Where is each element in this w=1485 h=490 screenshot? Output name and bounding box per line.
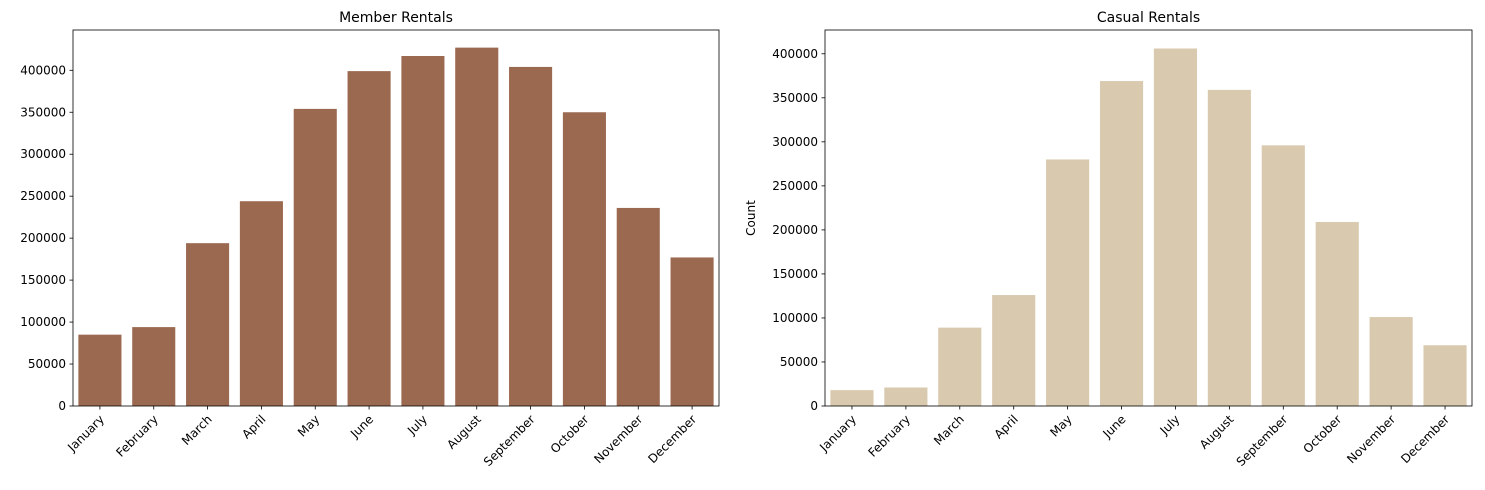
member-y-tick-label: 400000 xyxy=(20,63,66,77)
member-bar-october xyxy=(562,112,606,406)
member-y-tick-label: 250000 xyxy=(20,189,66,203)
member-x-tick-label: August xyxy=(444,412,484,452)
member-x-tick-label: June xyxy=(347,412,376,441)
member-x-tick-label: July xyxy=(404,412,430,438)
casual-y-tick-label: 350000 xyxy=(772,91,818,105)
casual-y-tick-label: 150000 xyxy=(772,267,818,281)
member-bar-november xyxy=(616,207,660,406)
casual-y-tick-label: 0 xyxy=(810,399,818,413)
member-y-tick-label: 0 xyxy=(58,399,66,413)
member-x-tick-label: April xyxy=(239,412,268,441)
casual-x-tick-label: August xyxy=(1197,412,1237,452)
casual-chart-title: Casual Rentals xyxy=(1097,10,1200,26)
casual-y-tick-label: 300000 xyxy=(772,135,818,149)
member-y-tick-label: 350000 xyxy=(20,105,66,119)
casual-y-axis-label: Count xyxy=(744,200,758,236)
member-y-tick-label: 150000 xyxy=(20,273,66,287)
casual-y-tick-label: 50000 xyxy=(780,355,818,369)
casual-x-tick-label: October xyxy=(1300,412,1344,456)
member-y-tick-label: 50000 xyxy=(28,357,66,371)
member-y-tick-label: 100000 xyxy=(20,315,66,329)
casual-x-tick-label: January xyxy=(816,412,859,455)
casual-x-tick-label: December xyxy=(1398,412,1452,466)
casual-bar-august xyxy=(1207,89,1251,406)
casual-bar-may xyxy=(1046,159,1090,406)
casual-bar-april xyxy=(992,295,1036,406)
member-bar-december xyxy=(670,257,714,406)
casual-bar-july xyxy=(1153,48,1198,407)
casual-x-tick-label: November xyxy=(1344,412,1398,466)
member-bar-june xyxy=(347,71,391,406)
member-bar-april xyxy=(239,201,283,406)
casual-y-tick-label: 200000 xyxy=(772,223,818,237)
member-x-tick-label: February xyxy=(113,412,161,460)
casual-x-tick-label: September xyxy=(1234,412,1291,469)
member-x-tick-label: January xyxy=(64,412,107,455)
casual-plot-frame xyxy=(824,29,1473,407)
member-bar-september xyxy=(509,66,553,406)
member-plot-frame xyxy=(72,29,720,407)
casual-bar-december xyxy=(1423,345,1467,406)
casual-rentals-chart: 0 50000 100000 150000 200000 250000 300000 3500… xyxy=(744,10,1473,469)
casual-bar-february xyxy=(884,387,928,406)
member-y-tick-label: 200000 xyxy=(20,231,66,245)
member-x-tick-label: December xyxy=(645,412,699,466)
member-x-tick-label: March xyxy=(179,412,215,448)
member-x-tick-label: September xyxy=(481,412,538,469)
member-bar-august xyxy=(455,47,499,406)
member-bar-february xyxy=(132,327,176,406)
casual-x-tick-label: February xyxy=(865,412,913,460)
casual-bar-october xyxy=(1315,221,1359,406)
member-x-tick-label: October xyxy=(548,412,592,456)
member-bar-january xyxy=(78,334,122,406)
casual-y-tick-label: 100000 xyxy=(772,311,818,325)
member-chart-title: Member Rentals xyxy=(339,10,453,26)
member-y-tick-label: 300000 xyxy=(20,147,66,161)
casual-bar-september xyxy=(1261,145,1305,406)
member-bar-july xyxy=(401,56,445,407)
casual-x-tick-label: July xyxy=(1157,412,1183,438)
member-rentals-chart: 0 50000 100000 150000 200000 250000 300000 3500… xyxy=(20,10,720,469)
casual-bar-november xyxy=(1369,317,1413,406)
casual-x-tick-label: April xyxy=(992,412,1021,441)
casual-bar-march xyxy=(938,327,982,406)
casual-bar-january xyxy=(830,390,874,406)
member-x-tick-label: May xyxy=(295,412,322,439)
casual-x-tick-label: June xyxy=(1100,412,1129,441)
member-bar-march xyxy=(186,243,230,406)
casual-x-tick-label: May xyxy=(1047,412,1074,439)
casual-y-tick-label: 400000 xyxy=(772,47,818,61)
casual-y-tick-label: 250000 xyxy=(772,179,818,193)
member-bar-may xyxy=(293,108,337,407)
casual-bar-june xyxy=(1099,81,1144,406)
member-x-tick-label: November xyxy=(591,412,645,466)
casual-x-tick-label: March xyxy=(931,412,967,448)
